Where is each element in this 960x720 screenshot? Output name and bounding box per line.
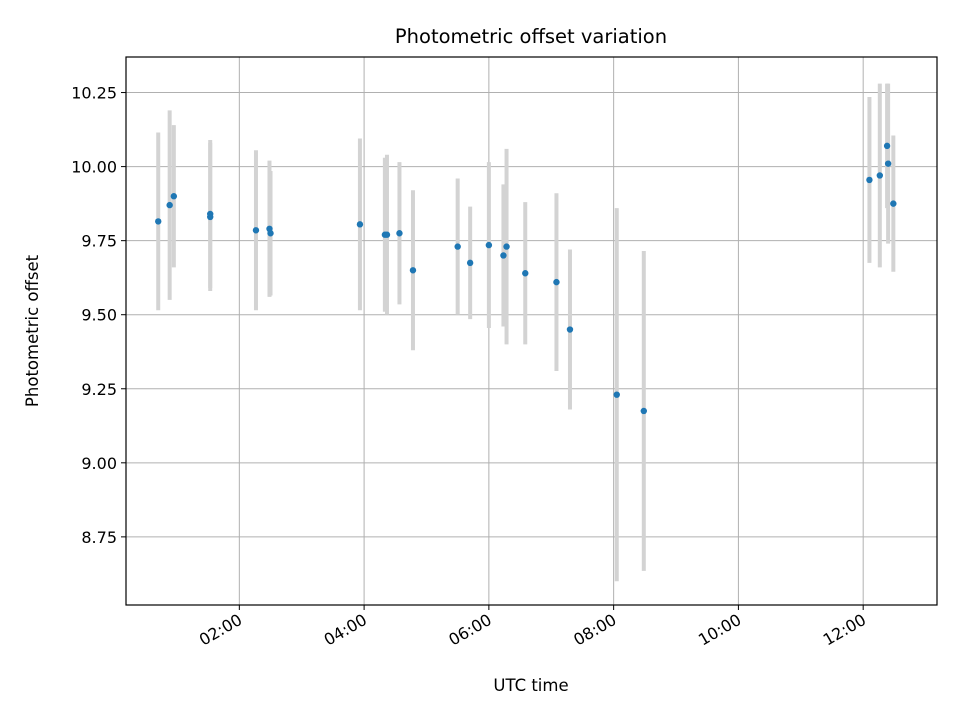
data-point: [613, 391, 620, 398]
data-point: [876, 172, 884, 179]
data-point: [884, 160, 892, 167]
x-tick-label: 06:00: [445, 610, 494, 650]
data-point: [155, 218, 162, 225]
data-point: [500, 252, 507, 259]
data-point: [566, 326, 574, 333]
data-point: [553, 278, 560, 286]
y-tick-label: 9.75: [81, 232, 117, 251]
data-point: [267, 230, 274, 237]
data-point: [396, 230, 403, 237]
x-tick-label: 02:00: [196, 610, 245, 650]
y-tick-label: 9.25: [81, 380, 117, 399]
error-bars: [156, 83, 896, 582]
data-point: [166, 201, 173, 209]
grid-lines: [126, 57, 937, 605]
data-point: [356, 221, 364, 228]
data-point: [640, 407, 647, 415]
data-points: [155, 142, 897, 415]
data-point: [883, 142, 891, 150]
x-tick-label: 12:00: [820, 610, 869, 650]
x-axis-ticks: 02:00 04:00 06:00 08:00 10:00 12:00: [196, 605, 869, 650]
data-point: [522, 270, 529, 277]
x-tick-label: 08:00: [570, 610, 619, 650]
data-point: [503, 243, 510, 250]
y-tick-label: 10.25: [71, 84, 117, 103]
data-point: [207, 213, 214, 221]
data-point: [466, 259, 474, 267]
y-tick-label: 9.00: [81, 454, 117, 473]
data-point: [454, 243, 461, 250]
x-tick-label: 04:00: [321, 610, 370, 650]
x-tick-label: 10:00: [695, 610, 744, 650]
plot-frame: [125, 56, 938, 606]
data-point: [890, 200, 897, 207]
data-point: [383, 231, 391, 238]
y-tick-label: 10.00: [71, 158, 117, 177]
x-axis-title: UTC time: [493, 676, 568, 695]
chart-title: Photometric offset variation: [395, 25, 667, 48]
y-axis-ticks: 8.75 9.00 9.25 9.50 9.75 10.00 10.25: [71, 84, 126, 547]
y-axis-title: Photometric offset: [23, 254, 42, 407]
y-tick-label: 9.50: [81, 306, 117, 325]
data-point: [485, 241, 493, 249]
data-point: [170, 193, 178, 200]
data-point: [866, 176, 873, 184]
y-tick-label: 8.75: [81, 528, 117, 547]
data-point: [252, 227, 260, 234]
data-point: [409, 267, 417, 274]
